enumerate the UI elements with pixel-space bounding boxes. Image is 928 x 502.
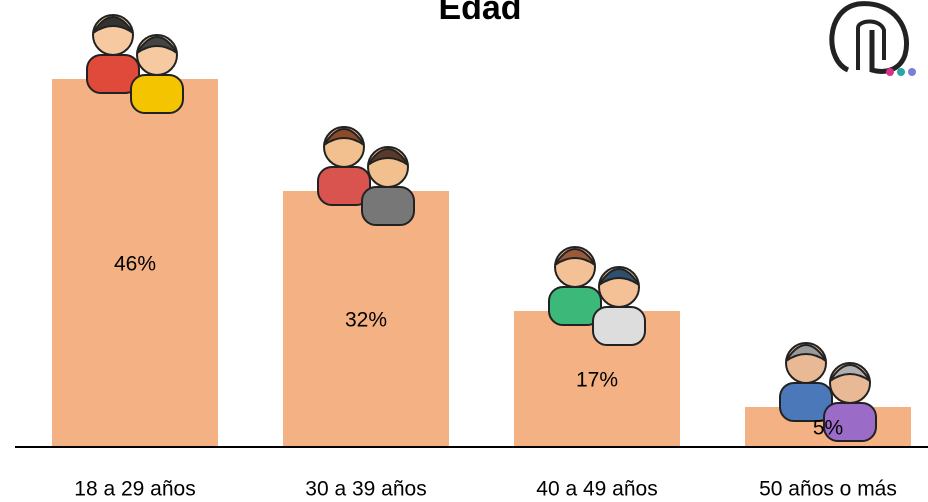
value-label: 32% — [345, 309, 387, 332]
person-hair — [829, 364, 871, 382]
person-hair — [598, 268, 640, 286]
person-hair — [554, 248, 596, 266]
bar — [283, 191, 449, 447]
logo — [829, 1, 916, 76]
person-body — [361, 186, 415, 226]
person-body — [130, 74, 184, 114]
person-hair — [323, 128, 365, 146]
value-label: 5% — [813, 417, 843, 440]
value-label: 17% — [576, 369, 618, 392]
x-tick-label: 40 a 49 años — [536, 478, 657, 501]
person-hair — [785, 344, 827, 362]
person-hair — [367, 148, 409, 166]
bar — [52, 79, 218, 447]
person-hair — [136, 36, 178, 54]
value-label: 46% — [114, 253, 156, 276]
x-tick-label: 50 años o más — [759, 478, 897, 501]
person-hair — [92, 16, 134, 34]
person-body — [592, 306, 646, 346]
people-icons — [86, 14, 877, 442]
chart-title: Edad — [438, 0, 521, 27]
x-tick-label: 18 a 29 años — [74, 478, 195, 501]
x-tick-label: 30 a 39 años — [305, 478, 426, 501]
